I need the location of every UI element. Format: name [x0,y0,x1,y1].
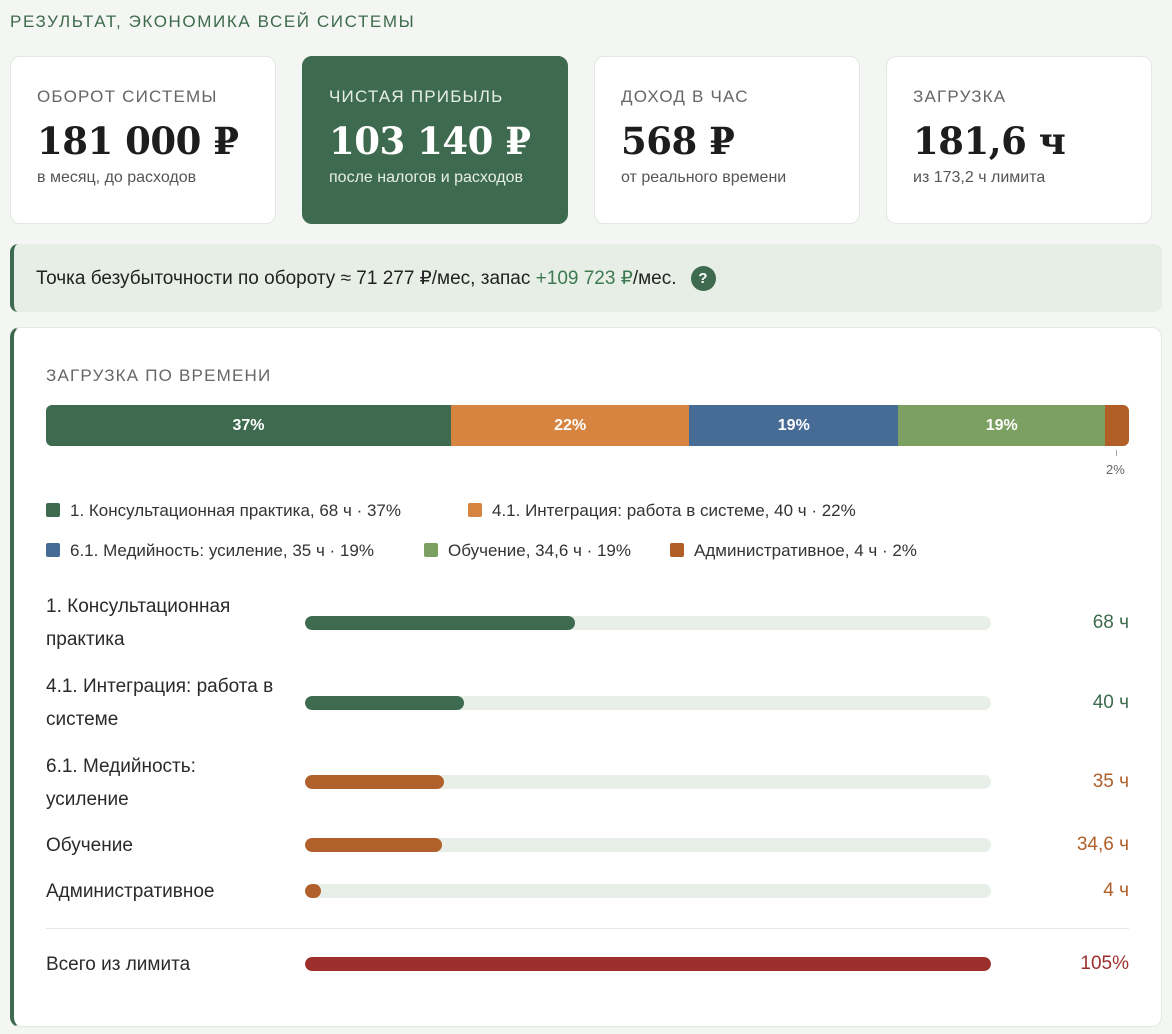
row-value-learning: 34,6 ч [1076,834,1129,855]
legend-item: 4.1. Интеграция: работа в системе, 40 ч … [468,501,856,521]
stack-segment: 37% [46,405,452,446]
row-fill [305,616,576,630]
legend-text: 1. Консультационная практика, 68 ч · 37% [70,501,401,520]
card-income-per-hour: ДОХОД В ЧАС 568 ₽ от реального времени [594,56,860,224]
help-icon[interactable]: ? [690,266,716,291]
row-label-integration: 4.1. Интеграция: работа в системе [46,676,274,730]
stack-segment: 19% [689,405,899,446]
row-value-integration: 40 ч [1092,692,1129,713]
row-track-integration [305,696,991,710]
card-turnover: ОБОРОТ СИСТЕМЫ 181 000 ₽ в месяц, до рас… [10,56,276,224]
card-net-profit: ЧИСТАЯ ПРИБЫЛЬ 103 140 ₽ после налогов и… [302,56,568,224]
time-load-panel: ЗАГРУЗКА ПО ВРЕМЕНИ 37% 22% 19% 19% 2% 1. К… [10,327,1162,1027]
card-value: 568 ₽ [621,119,735,163]
card-subtitle: от реального времени [621,169,787,186]
legend-item: Административное, 4 ч · 2% [670,541,917,561]
row-label-consulting: 1. Консультационная практика [46,596,231,650]
legend-swatch [46,543,60,557]
divider [46,928,1129,929]
row-label-media: 6.1. Медийность: усиление [46,756,196,810]
row-track-consulting [305,616,991,630]
panel-title: ЗАГРУЗКА ПО ВРЕМЕНИ [46,366,272,385]
total-value: 105% [1080,953,1129,974]
stacked-load-bar: 37% 22% 19% 19% [46,405,1129,446]
stack-segment [1105,405,1129,446]
card-label: ЗАГРУЗКА [913,87,1007,106]
card-label: ОБОРОТ СИСТЕМЫ [37,87,218,106]
row-track-learning [305,838,991,852]
legend-swatch [46,503,60,517]
card-subtitle: в месяц, до расходов [37,169,197,186]
small-segment-tick [1116,450,1117,456]
small-segment-label: 2% [1106,462,1125,477]
card-subtitle: после налогов и расходов [329,169,523,186]
card-subtitle: из 173,2 ч лимита [913,169,1046,186]
legend-text: Обучение, 34,6 ч · 19% [448,541,631,560]
breakeven-prefix: Точка безубыточности по обороту ≈ [36,268,357,289]
row-label-learning: Обучение [46,835,133,856]
breakeven-middle: /мес, запас [431,268,536,289]
breakeven-amount: 71 277 ₽ [356,268,432,289]
legend-item: 1. Консультационная практика, 68 ч · 37% [46,501,401,521]
card-label: ДОХОД В ЧАС [621,87,749,106]
row-fill [305,775,445,789]
row-track-media [305,775,991,789]
stack-segment: 19% [898,405,1106,446]
total-track [305,957,991,971]
legend-swatch [670,543,684,557]
legend-text: 4.1. Интеграция: работа в системе, 40 ч … [492,501,856,520]
legend-swatch [468,503,482,517]
card-label: ЧИСТАЯ ПРИБЫЛЬ [329,87,504,106]
row-fill [305,838,443,852]
row-value-consulting: 68 ч [1092,612,1129,633]
row-fill [305,884,321,898]
card-value: 103 140 ₽ [329,119,531,163]
breakeven-reserve: +109 723 ₽ [535,268,633,289]
row-fill [305,696,465,710]
total-fill [305,957,991,971]
row-value-admin: 4 ч [1103,880,1129,901]
legend-text: 6.1. Медийность: усиление, 35 ч · 19% [70,541,374,560]
card-value: 181,6 ч [913,119,1066,163]
legend-item: Обучение, 34,6 ч · 19% [424,541,631,561]
kpi-cards: ОБОРОТ СИСТЕМЫ 181 000 ₽ в месяц, до рас… [10,56,1160,224]
card-load: ЗАГРУЗКА 181,6 ч из 173,2 ч лимита [886,56,1152,224]
breakeven-banner: Точка безубыточности по обороту ≈ 71 277… [10,244,1162,312]
legend-text: Административное, 4 ч · 2% [694,541,917,560]
total-label: Всего из лимита [46,954,191,975]
row-value-media: 35 ч [1092,771,1129,792]
row-label-admin: Административное [46,881,215,902]
section-title: РЕЗУЛЬТАТ, ЭКОНОМИКА ВСЕЙ СИСТЕМЫ [10,12,416,31]
row-track-admin [305,884,991,898]
stack-segment: 22% [451,405,690,446]
legend-swatch [424,543,438,557]
breakeven-suffix: /мес. [632,268,677,289]
card-value: 181 000 ₽ [37,119,239,163]
legend-item: 6.1. Медийность: усиление, 35 ч · 19% [46,541,374,561]
